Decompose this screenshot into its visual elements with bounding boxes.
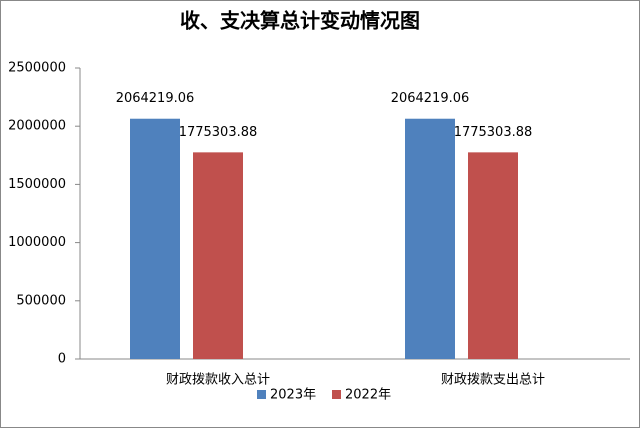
bar [405, 118, 455, 359]
y-tick-label: 2000000 [8, 119, 66, 134]
x-tick-label: 财政拨款收入总计 [166, 373, 270, 388]
legend-swatch [332, 390, 341, 399]
legend-label: 2023年 [270, 388, 316, 403]
data-label: 2064219.06 [391, 91, 470, 106]
bar [468, 152, 518, 359]
bar [130, 118, 180, 359]
y-tick-label: 1500000 [8, 177, 66, 192]
data-label: 1775303.88 [454, 125, 533, 140]
legend-label: 2022年 [345, 388, 391, 403]
legend-swatch [257, 390, 266, 399]
y-tick-label: 2500000 [8, 61, 66, 76]
data-label: 2064219.06 [116, 91, 195, 106]
chart-title: 收、支决算总计变动情况图 [180, 9, 420, 33]
y-tick-label: 1000000 [8, 235, 66, 250]
data-label: 1775303.88 [179, 125, 258, 140]
bar [193, 152, 243, 359]
y-tick-label: 0 [58, 352, 66, 367]
x-tick-label: 财政拨款支出总计 [441, 373, 545, 388]
y-tick-label: 500000 [16, 293, 66, 308]
